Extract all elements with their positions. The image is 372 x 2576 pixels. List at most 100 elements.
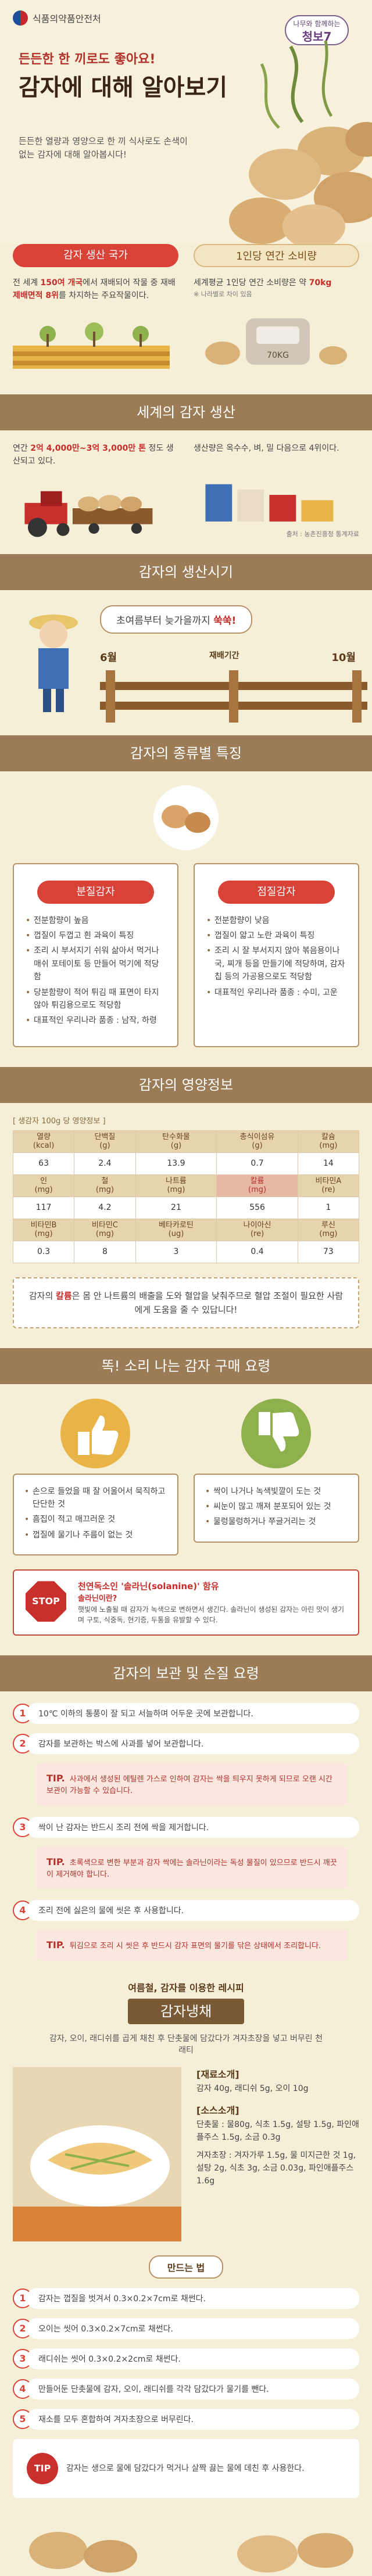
tractor-icon — [24, 491, 153, 537]
list-item: 전분함량이 높음 — [26, 914, 166, 928]
source-note: 출처 : 농촌진흥청 통계자료 — [286, 530, 359, 538]
how-to-header: 만드는 법 — [148, 2255, 224, 2279]
powdery-potato-panel: 분질감자 전분함량이 높음껍질이 두껍고 흰 과육이 특징조리 시 부서지기 쉬… — [13, 863, 178, 1047]
waxy-potato-panel: 점질감자 전분함량이 낮음껍질이 얇고 노란 과육이 특징조리 시 잘 부서지지… — [194, 863, 359, 1047]
potato-types-icon — [153, 785, 219, 850]
potassium-note: 감자의 칼륨은 몸 안 나트륨의 배출을 도와 혈압을 낮춰주므로 혈압 조절이… — [13, 1277, 359, 1328]
table-cell: 8 — [74, 1240, 136, 1263]
storage-step-4: 4 조리 전에 싫은의 물에 씻은 후 사용합니다. — [13, 1900, 359, 1921]
org-name: 식품의약품안전처 — [33, 13, 101, 24]
grain-bags-icon — [205, 484, 334, 522]
list-item: 흠집이 적고 매끄러운 것 — [24, 1513, 167, 1526]
list-item: 껍질이 두껍고 흰 과육이 특징 — [26, 929, 166, 943]
recipe-ingredients: [재료소개] 감자 40g, 래디쉬 5g, 오이 10g [소스소개] 단촛물… — [196, 2069, 359, 2186]
table-cell: 63 — [12, 1152, 75, 1175]
list-item: 싹이 나거나 녹색빛깔이 도는 것 — [205, 1485, 348, 1499]
table-header-cell: 비타민C (mg) — [74, 1218, 136, 1241]
powdery-list: 전분함량이 높음껍질이 두껍고 흰 과육이 특징조리 시 부서지기 쉬워 삶아서… — [26, 914, 166, 1028]
nutrition-section: 감자의 영양정보 [ 생감자 100g 당 영양정보 ] 열량 (kcal) 단백질… — [0, 1066, 372, 1328]
countries-title: 감자 생산 국가 — [13, 244, 178, 267]
nutrition-header: 감자의 영양정보 — [0, 1066, 372, 1103]
nutrition-table: 열량 (kcal) 단백질 (g) 탄수화물 (g) 총식이섬유 (g) 칼슘 (mg) 63 2.4… — [12, 1130, 360, 1263]
thumbs-down-icon — [241, 1398, 311, 1468]
table-header-cell: 비타민A (re) — [297, 1174, 360, 1197]
end-month: 10월 — [331, 651, 356, 664]
warning-text: 햇빛에 노출될 때 감자가 녹색으로 변하면서 생긴다. 솔라닌이 생성된 감자… — [78, 1605, 345, 1625]
recipe-tip: TIP 감자는 생으로 물에 담갔다가 먹거나 살짝 끓는 물에 데친 후 사용… — [13, 2439, 359, 2499]
potato-row-icon — [29, 2532, 353, 2573]
list-item: 대표적인 우리나라 품종 : 수미, 고운 — [206, 986, 346, 1000]
storage-step-2: 2 감자를 보관하는 박스에 사과를 넣어 보관합니다. — [13, 1733, 359, 1755]
table-cell: 21 — [135, 1196, 217, 1219]
storage-header: 감자의 보관 및 손질 요령 — [0, 1655, 372, 1692]
types-section: 감자의 종류별 특징 분질감자 전분함량이 높음껍질이 두껍고 흰 과육이 특징… — [0, 735, 372, 1047]
start-month: 6월 — [100, 651, 117, 664]
table-header-cell: 단백질 (g) — [74, 1130, 136, 1153]
scale-icon: 70KG — [205, 318, 347, 365]
season-timeline: 6월 재배기간 10월 — [100, 649, 356, 664]
season-section: 감자의 생산시기 초여름부터 늦가을까지 쑥쑥! 6월 재배기간 10월 — [0, 554, 372, 735]
storage-section: 감자의 보관 및 손질 요령 1 10℃ 이하의 통풍이 잘 되고 서늘하며 어두… — [0, 1655, 372, 1961]
table-cell: 2.4 — [74, 1152, 136, 1175]
good-list: 손으로 들었을 때 잘 어울어서 묵직하고 단단한 것흠집이 적고 매끄러운 것… — [24, 1485, 167, 1542]
list-item: 전분함량이 낮음 — [206, 914, 346, 928]
recipe-step: 4 만들어둔 단촛물에 감자, 오이, 래디쉬를 각각 담갔다가 물기를 뺀다. — [13, 2379, 359, 2400]
table-cell: 1 — [297, 1196, 360, 1219]
season-header: 감자의 생산시기 — [0, 554, 372, 590]
table-header-cell: 철 (mg) — [74, 1174, 136, 1197]
nutrition-caption: [ 생감자 100g 당 영양정보 ] — [13, 1116, 106, 1126]
thumbs-up-icon — [60, 1398, 130, 1468]
list-item: 껍질이 얇고 노란 과육이 특징 — [206, 929, 346, 943]
table-cell: 4.2 — [74, 1196, 136, 1219]
recipe-step: 1 감자는 껍질을 벗겨서 0.3×0.2×7cm로 채썬다. — [13, 2288, 359, 2309]
page-title: 감자에 대해 알아보기 — [19, 74, 228, 101]
fence-icon — [100, 670, 367, 723]
world-production-header: 세계의 감자 생산 — [0, 394, 372, 430]
hero: 식품의약품안전처 나무와 함께하는 청보7 든든한 한 끼로도 좋아요! 감자에… — [0, 0, 372, 244]
hero-subtitle: 든든한 한 끼로도 좋아요! — [19, 52, 156, 67]
list-item: 물렁물렁하거나 쭈글거리는 것 — [205, 1515, 348, 1529]
types-header: 감자의 종류별 특징 — [0, 735, 372, 771]
storage-tip-4: TIP. 튀김으로 조리 시 씻은 후 반드시 감자 표면의 물기를 닦은 상태에… — [36, 1930, 348, 1961]
org-logo[interactable]: 식품의약품안전처 — [13, 10, 101, 26]
table-cell: 0.4 — [216, 1240, 298, 1263]
potato-pile-icon — [229, 41, 372, 244]
season-bubble: 초여름부터 늦가을까지 쑥쑥! — [100, 605, 253, 634]
table-header-cell: 나트륨 (mg) — [135, 1174, 217, 1197]
storage-step-3: 3 싹이 난 감자는 반드시 조리 전에 싹을 제거합니다. — [13, 1816, 359, 1838]
consumption-note: ※ 나라별로 차이 있음 — [194, 290, 252, 299]
hero-description: 든든한 열량과 영양으로 한 끼 식사로도 손색이 없는 감자에 대해 알아봅시… — [19, 136, 188, 160]
solanine-warning: STOP 천연독소인 '솔라닌(solanine)' 함유 솔라닌이란? 햇빛에… — [13, 1569, 359, 1636]
good-potato-tips: 손으로 들었을 때 잘 어울어서 묵직하고 단단한 것흠집이 적고 매끄러운 것… — [13, 1396, 178, 1556]
table-header-cell: 베타카로틴 (ug) — [135, 1218, 217, 1241]
table-header-cell: 칼슘 (mg) — [297, 1130, 360, 1153]
table-cell: 14 — [297, 1152, 360, 1175]
table-cell: 117 — [12, 1196, 75, 1219]
consumption-title: 1인당 연간 소비량 — [194, 244, 359, 267]
recipe-steps: 1 감자는 껍질을 벗겨서 0.3×0.2×7cm로 채썬다. 2 오이는 씻어 0.… — [13, 2288, 359, 2430]
waxy-title: 점질감자 — [218, 880, 335, 904]
footer-potatoes — [0, 2510, 372, 2574]
recipe-pre-title: 여름철, 감자를 이용한 레시피 — [128, 1982, 244, 1994]
recipe-step: 5 재소를 모두 혼합하여 겨자초장으로 버무린다. — [13, 2409, 359, 2430]
bad-potato-tips: 싹이 나거나 녹색빛깔이 도는 것씨눈이 많고 깨져 분포되어 있는 것물렁물렁… — [194, 1396, 359, 1556]
farmer-icon — [29, 614, 78, 712]
table-cell: 73 — [297, 1240, 360, 1263]
table-cell: 0.7 — [216, 1152, 298, 1175]
production-rank-text: 생산량은 옥수수, 벼, 밀 다음으로 4위이다. — [194, 443, 339, 453]
list-item: 씨눈이 많고 깨져 분포되어 있는 것 — [205, 1500, 348, 1514]
recipe-description: 감자, 오이, 래디쉬를 곱게 채친 후 단촛물에 담갔다가 겨자초장을 넣고 … — [49, 2034, 323, 2056]
tip-badge: TIP — [27, 2453, 58, 2485]
buying-section: 똑! 소리 나는 감자 구매 요령 손으로 들었을 때 잘 어울어서 묵직하고 … — [0, 1348, 372, 1636]
buying-header: 똑! 소리 나는 감자 구매 요령 — [0, 1348, 372, 1384]
list-item: 껍질에 물기나 주름이 없는 것 — [24, 1529, 167, 1542]
table-cell: 13.9 — [135, 1152, 217, 1175]
warning-subtitle: 솔라닌이란? — [78, 1594, 117, 1603]
storage-tip-2: TIP. 사과에서 생성된 에틸렌 가스로 인하여 감자는 싹을 틔우지 못하게 … — [36, 1763, 348, 1805]
waxy-list: 전분함량이 낮음껍질이 얇고 노란 과육이 특징조리 시 잘 부서지지 않아 볶… — [206, 914, 346, 1000]
period-label: 재배기간 — [209, 651, 239, 660]
table-header-cell: 칼륨 (mg) — [216, 1174, 298, 1197]
recipe-step: 3 래디쉬는 씻어 0.3×0.2×2cm로 채썬다. — [13, 2348, 359, 2370]
scale-label: 70KG — [267, 351, 289, 360]
consumption-text: 세계평균 1인당 연간 소비량은 약 70kg — [194, 278, 332, 288]
